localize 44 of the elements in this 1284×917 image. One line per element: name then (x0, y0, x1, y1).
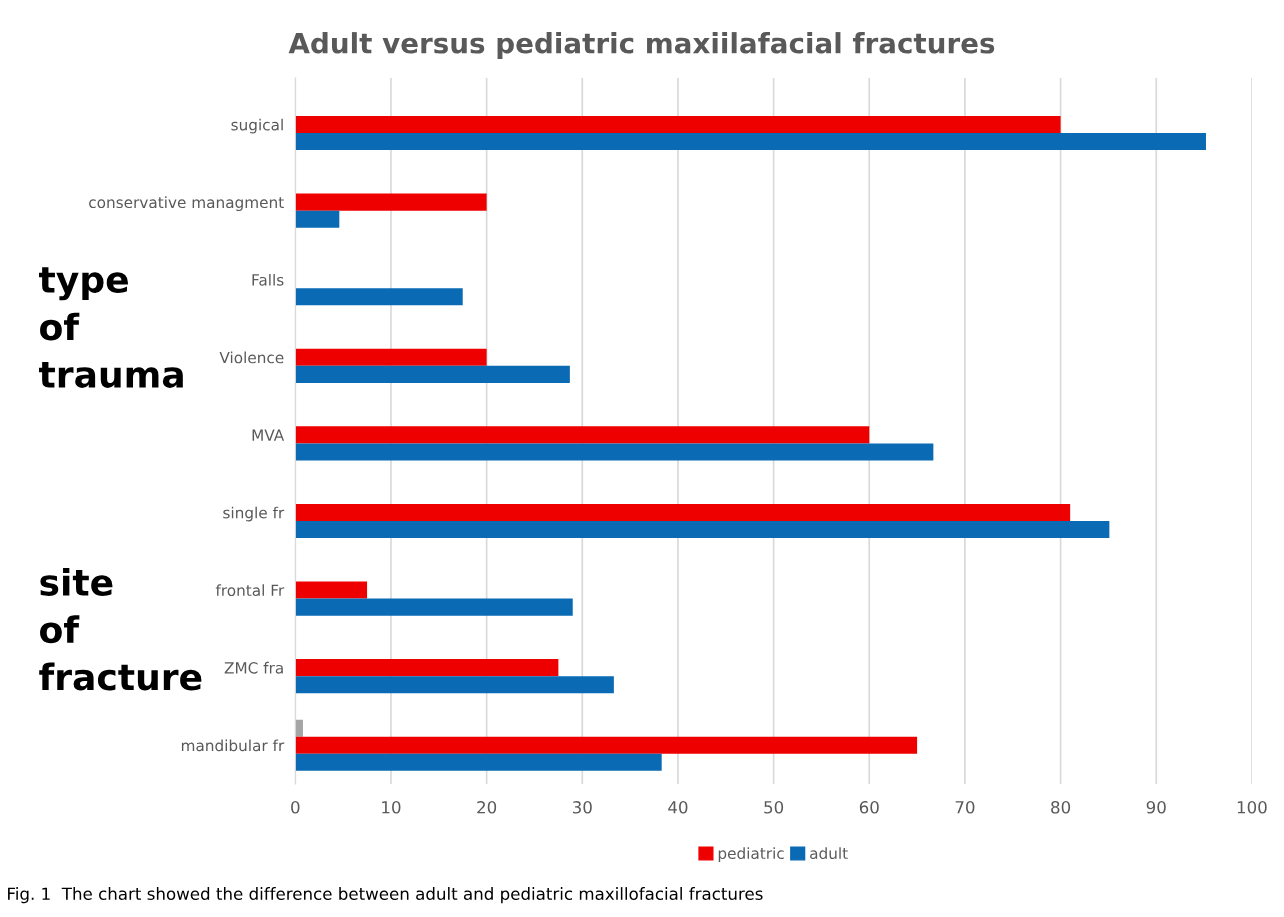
x-tick-label: 90 (1146, 801, 1166, 814)
text: site of fracture (39, 567, 202, 691)
bar (295, 753, 662, 771)
y-tick-label: ZMC fra (224, 661, 283, 674)
y-tick-label: single fr (223, 506, 285, 522)
y-tick-label: Falls (252, 273, 284, 286)
x-tick-label: 70 (955, 801, 975, 814)
x-tick-label: 40 (668, 801, 688, 814)
bar (295, 348, 487, 366)
bar (295, 193, 487, 211)
bar (295, 598, 573, 616)
bar (295, 521, 1110, 539)
y-tick-label: Violence (219, 351, 284, 364)
legend-label: adult (810, 847, 848, 860)
bar (295, 503, 1071, 521)
x-tick-label: 50 (764, 801, 784, 814)
y-tick-label: MVA (252, 429, 285, 441)
y-tick-label: sugical (231, 118, 283, 134)
x-tick-label: 80 (1051, 801, 1071, 814)
chart-title: Adult versus pediatric maxiilafacial fractures (288, 32, 995, 59)
text: type of trauma (38, 267, 183, 388)
bar (295, 581, 368, 599)
y-tick-label: frontal Fr (215, 584, 285, 597)
x-tick-label: 30 (572, 801, 592, 814)
bar (295, 659, 559, 677)
bar (295, 115, 1061, 134)
x-tick-label: 0 (291, 801, 300, 814)
legend-label: pediatric (718, 847, 784, 862)
bar (295, 676, 614, 694)
caption: Fig. 1 The chart showed the difference between adult and pediatric maxillofacial fractures (8, 887, 763, 904)
bar (295, 736, 918, 754)
bar (295, 719, 303, 737)
bar (295, 288, 463, 306)
bar (295, 443, 934, 461)
bar (295, 133, 1206, 151)
x-tick-label: 60 (859, 801, 879, 814)
bar (295, 426, 870, 444)
x-tick-label: 20 (477, 801, 497, 814)
bar (295, 210, 340, 228)
x-tick-label: 100 (1237, 801, 1267, 814)
y-tick-label: mandibular fr (181, 739, 285, 752)
bar (295, 365, 570, 383)
y-tick-label: conservative managment (89, 196, 284, 212)
x-tick-label: 10 (382, 801, 401, 814)
